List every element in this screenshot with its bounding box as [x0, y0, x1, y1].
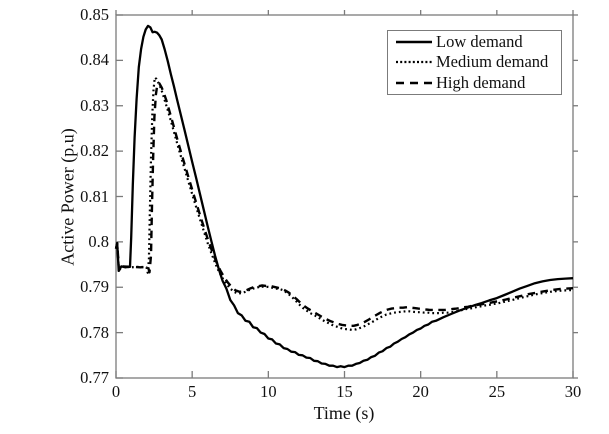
y-tick-label: 0.79 — [80, 277, 109, 296]
x-tick-label: 25 — [488, 382, 506, 401]
medium-demand-line — [114, 76, 574, 331]
x-tick-label: 30 — [564, 382, 582, 401]
legend-entry-high-demand: High demand — [394, 73, 561, 93]
x-tick-label: 10 — [260, 382, 277, 401]
x-tick-label: 0 — [111, 382, 121, 401]
y-tick-label: 0.81 — [80, 186, 109, 206]
y-tick-label: 0.85 — [80, 4, 109, 24]
legend-entry-low-demand: Low demand — [394, 32, 561, 52]
y-tick-label: 0.83 — [80, 95, 109, 115]
legend-label: Medium demand — [436, 52, 549, 72]
legend-entry-medium-demand: Medium demand — [394, 52, 561, 72]
y-tick-label: 0.77 — [80, 367, 109, 387]
x-axis-title: Time (s) — [313, 403, 375, 423]
x-tick-label: 5 — [188, 382, 197, 401]
y-tick-label: 0.8 — [88, 231, 109, 251]
y-axis-title: Active Power (p.u) — [57, 128, 78, 266]
low-demand-line — [114, 24, 574, 369]
x-tick-label: 20 — [412, 382, 429, 401]
legend-label: Low demand — [436, 32, 523, 52]
legend-label: High demand — [436, 72, 526, 92]
y-tick-label: 0.84 — [80, 50, 109, 70]
legend-dotted-line-sample — [396, 61, 432, 64]
legend-solid-line-sample — [396, 40, 432, 44]
legend-dashed-line-sample — [396, 81, 432, 85]
y-tick-label: 0.82 — [80, 140, 109, 160]
y-tick-label: 0.78 — [80, 322, 109, 342]
legend: Low demand Medium demand High demand — [387, 30, 562, 95]
x-tick-label: 15 — [336, 382, 353, 401]
high-demand-line — [114, 82, 574, 327]
